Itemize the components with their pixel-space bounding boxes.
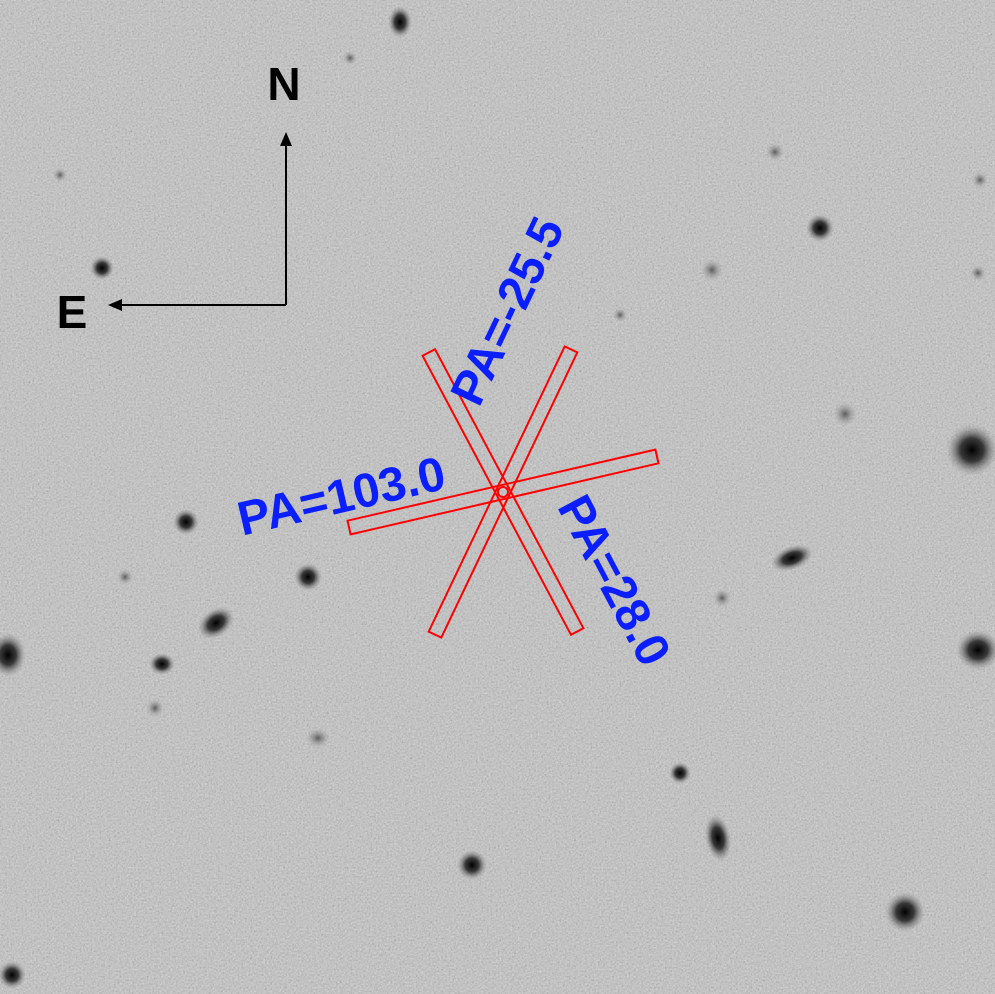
target-marker: [497, 486, 509, 498]
north-label: N: [267, 58, 300, 110]
source-bright: [149, 653, 175, 675]
source-bright: [806, 214, 834, 242]
source-faint: [713, 589, 731, 607]
source-bright: [457, 850, 487, 880]
source-faint: [833, 402, 857, 426]
astronomical-sources: [0, 6, 995, 989]
source-faint: [306, 728, 330, 748]
north-arrowhead: [280, 132, 292, 146]
source-faint: [117, 569, 133, 585]
source-bright: [173, 509, 199, 535]
source-faint: [146, 699, 164, 717]
source-bright: [770, 544, 814, 572]
source-faint: [766, 143, 784, 161]
source-bright: [956, 630, 995, 670]
source-faint: [972, 172, 988, 188]
source-bright: [0, 633, 26, 677]
source-faint: [343, 51, 357, 65]
east-arrowhead: [108, 299, 122, 311]
source-bright: [197, 606, 235, 640]
source-faint: [970, 265, 986, 281]
slit-pa-neg-25-5: [427, 345, 579, 639]
source-bright: [388, 6, 412, 38]
east-label: E: [57, 286, 88, 338]
source-bright: [0, 961, 26, 989]
source-bright: [704, 814, 732, 862]
source-faint: [613, 308, 627, 322]
source-bright: [946, 424, 995, 476]
slit-overlays: [346, 345, 660, 639]
source-bright: [294, 563, 322, 591]
slit-pa-103-0: [346, 448, 660, 536]
source-faint: [701, 259, 723, 281]
source-bright: [90, 256, 114, 280]
source-bright: [885, 892, 925, 932]
source-bright: [669, 762, 691, 784]
slit-pa-28-0: [421, 347, 585, 637]
compass: N E: [57, 58, 301, 338]
source-faint: [53, 168, 67, 182]
